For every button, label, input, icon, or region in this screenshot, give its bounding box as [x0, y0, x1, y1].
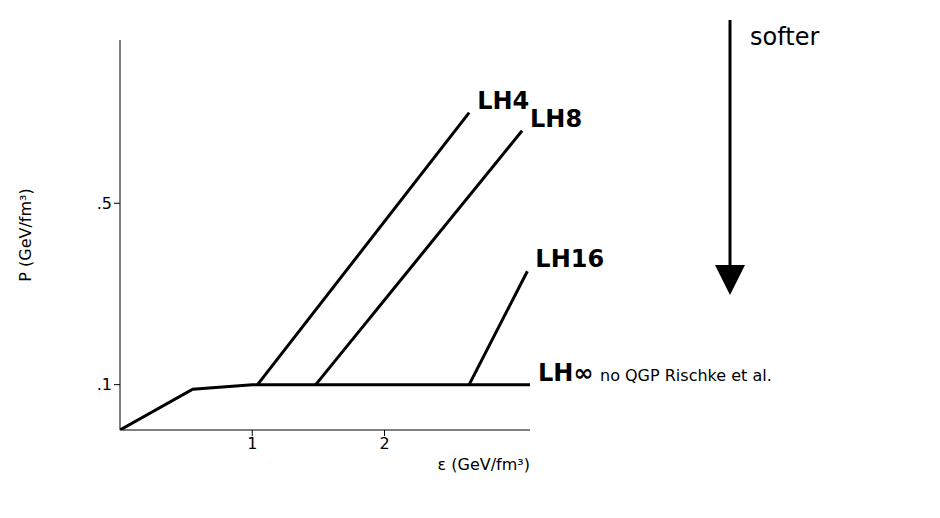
svg-text:LH16: LH16 [535, 245, 604, 273]
svg-text:no QGP Rischke et al.: no QGP Rischke et al. [600, 366, 772, 385]
svg-text:LH8: LH8 [530, 105, 582, 133]
svg-text:softer: softer [750, 23, 819, 51]
svg-text:2: 2 [379, 434, 389, 453]
svg-text:P (GeV/fm³): P (GeV/fm³) [16, 188, 35, 281]
svg-text:ε (GeV/fm³): ε (GeV/fm³) [438, 455, 530, 474]
svg-text:.5: .5 [97, 194, 112, 213]
svg-text:1: 1 [247, 434, 257, 453]
svg-text:.1: .1 [97, 375, 112, 394]
svg-text:LH∞: LH∞ [538, 359, 593, 387]
svg-text:LH4: LH4 [477, 87, 529, 115]
